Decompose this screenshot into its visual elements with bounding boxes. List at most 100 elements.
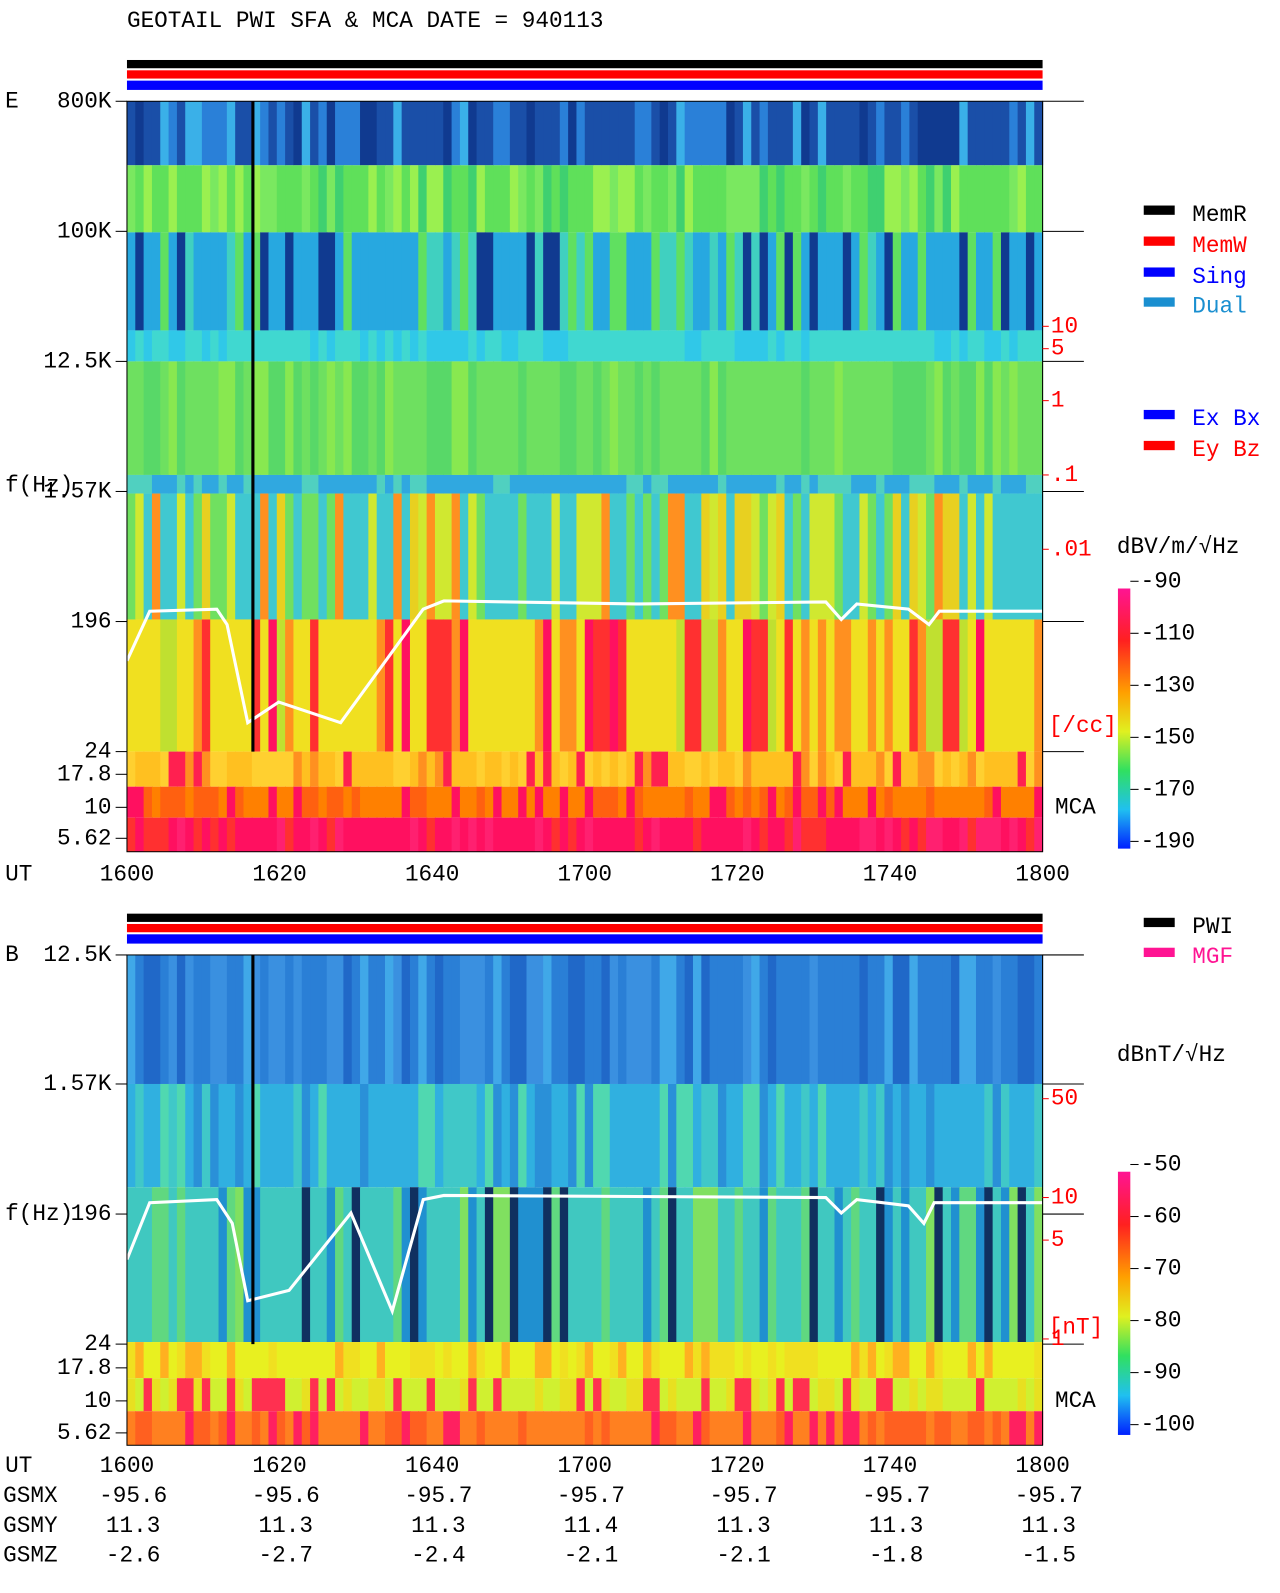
- spectrogram-cell: [975, 1411, 985, 1446]
- spectrogram-cell: [717, 361, 727, 475]
- spectrogram-cell: [385, 101, 394, 166]
- spectrogram-cell: [717, 1411, 727, 1446]
- spectrogram-cell: [493, 1411, 503, 1446]
- spectrogram-cell: [293, 817, 303, 852]
- spectrogram-cell: [1009, 619, 1019, 752]
- spectrogram-cell: [509, 817, 519, 852]
- spectrogram-cell: [459, 165, 469, 233]
- spectrogram-cell: [385, 330, 394, 362]
- spectrogram-cell: [126, 232, 136, 331]
- spectrogram-cell: [301, 493, 311, 620]
- spectrogram-cell: [709, 493, 719, 620]
- spectrogram-cell: [543, 165, 553, 233]
- spectrogram-cell: [301, 1378, 311, 1412]
- spectrogram-cell: [443, 1342, 453, 1379]
- spectrogram-cell: [1034, 232, 1044, 331]
- spectrogram-cell: [751, 619, 761, 752]
- spectrogram-cell: [526, 1187, 536, 1343]
- spectrogram-cell: [851, 1378, 861, 1412]
- spectrogram-cell: [876, 1342, 886, 1379]
- spectrogram-cell: [776, 101, 786, 166]
- spectrogram-cell: [210, 786, 220, 818]
- spectrogram-cell: [901, 101, 911, 166]
- spectrogram-cell: [942, 1342, 952, 1379]
- spectrogram-cell: [826, 165, 836, 233]
- spectrogram-cell: [851, 1083, 861, 1188]
- spectrogram-cell: [926, 165, 935, 233]
- spectrogram-cell: [459, 1378, 469, 1412]
- spectrogram-cell: [351, 1342, 361, 1379]
- density-unit: [/cc]: [1049, 713, 1117, 739]
- spectrogram-cell: [310, 1083, 320, 1188]
- spectrogram-cell: [559, 165, 569, 233]
- spectrogram-cell: [226, 786, 236, 818]
- spectrogram-cell: [160, 493, 170, 620]
- spectrogram-cell: [1000, 1411, 1010, 1446]
- spectrogram-cell: [543, 817, 553, 852]
- spectrogram-cell: [501, 232, 511, 331]
- spectrogram-cell: [584, 474, 594, 494]
- orbit-value: 11.4: [564, 1513, 618, 1539]
- spectrogram-cell: [459, 101, 469, 166]
- spectrogram-cell: [418, 101, 428, 166]
- spectrogram-cell: [543, 786, 553, 818]
- spectrogram-cell: [1000, 493, 1010, 620]
- spectrogram-cell: [343, 1083, 353, 1188]
- spectrogram-cell: [659, 493, 669, 620]
- spectrogram-cell: [376, 361, 386, 475]
- spectrogram-cell: [759, 1411, 769, 1446]
- spectrogram-cell: [335, 786, 345, 818]
- spectrogram-cell: [759, 330, 769, 362]
- spectrogram-cell: [409, 165, 419, 233]
- spectrogram-cell: [476, 1187, 486, 1343]
- spectrogram-cell: [859, 1411, 869, 1446]
- orbit-value: 11.3: [106, 1513, 160, 1539]
- spectrogram-cell: [634, 165, 644, 233]
- spectrogram-cell: [609, 954, 619, 1084]
- spectrogram-cell: [526, 165, 536, 233]
- spectrogram-cell: [218, 1342, 228, 1379]
- spectrogram-cell: [351, 1187, 361, 1343]
- spectrogram-cell: [942, 954, 952, 1084]
- spectrogram-cell: [651, 1378, 661, 1412]
- spectrogram-cell: [826, 751, 836, 787]
- spectrogram-cell: [851, 165, 861, 233]
- colorbar-tick-label: -190: [1141, 828, 1195, 854]
- spectrogram-cell: [1034, 619, 1044, 752]
- spectrogram-cell: [351, 361, 361, 475]
- spectrogram-cell: [201, 165, 211, 233]
- spectrogram-cell: [584, 1342, 594, 1379]
- spectrogram-cell: [776, 493, 786, 620]
- spectrogram-cell: [285, 817, 295, 852]
- spectrogram-cell: [301, 786, 311, 818]
- spectrogram-cell: [168, 1342, 178, 1379]
- spectrogram-cell: [817, 954, 827, 1084]
- spectrogram-cell: [210, 361, 220, 475]
- spectrogram-cell: [251, 1187, 261, 1343]
- spectrogram-cell: [126, 817, 136, 852]
- spectrogram-cell: [126, 361, 136, 475]
- spectrogram-cell: [376, 954, 386, 1084]
- spectrogram-cell: [609, 1083, 619, 1188]
- spectrogram-cell: [551, 786, 561, 818]
- spectrogram-cell: [609, 619, 619, 752]
- spectrogram-cell: [909, 1187, 919, 1343]
- spectrogram-cell: [951, 1378, 960, 1412]
- spectrogram-cell: [618, 954, 628, 1084]
- spectrogram-cell: [817, 619, 827, 752]
- spectrogram-cell: [143, 1411, 153, 1446]
- spectrogram-cell: [501, 1342, 511, 1379]
- spectrogram-cell: [826, 330, 836, 362]
- spectrogram-cell: [701, 1083, 711, 1188]
- spectrogram-cell: [484, 954, 494, 1084]
- spectrogram-cell: [759, 101, 769, 166]
- spectrogram-cell: [401, 493, 411, 620]
- spectrogram-cell: [584, 232, 594, 331]
- spectrogram-cell: [443, 954, 453, 1084]
- spectrogram-cell: [351, 786, 361, 818]
- spectrogram-cell: [235, 954, 245, 1084]
- spectrogram-cell: [168, 1187, 178, 1343]
- spectrogram-cell: [426, 751, 436, 787]
- spectrogram-cell: [992, 101, 1002, 166]
- spectrogram-cell: [926, 1411, 935, 1446]
